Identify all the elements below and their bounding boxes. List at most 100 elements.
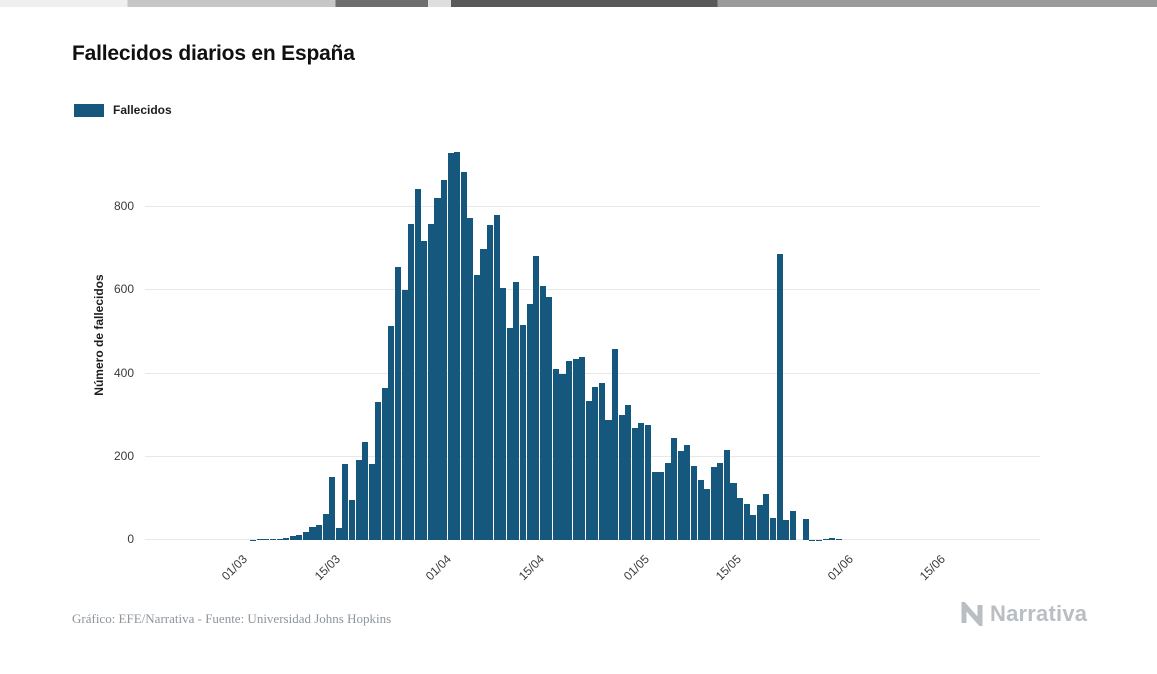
bar[interactable] [283, 537, 290, 540]
bar[interactable] [631, 428, 638, 540]
bar[interactable] [750, 515, 757, 540]
bar[interactable] [644, 425, 652, 540]
plot-area [145, 140, 1040, 540]
bar[interactable] [598, 382, 605, 540]
bar[interactable] [473, 274, 480, 540]
bar[interactable] [605, 420, 612, 540]
bar[interactable] [592, 387, 599, 540]
x-tick-label: 01/03 [219, 552, 251, 584]
bar[interactable] [302, 532, 309, 540]
bar[interactable] [276, 538, 283, 540]
bar[interactable] [355, 459, 362, 540]
bar[interactable] [487, 224, 494, 540]
bar[interactable] [546, 296, 553, 540]
bar[interactable] [421, 241, 428, 540]
bar[interactable] [723, 449, 730, 540]
bar[interactable] [730, 482, 737, 540]
bar[interactable] [671, 438, 678, 540]
bar[interactable] [408, 223, 415, 540]
bar[interactable] [664, 463, 671, 540]
bar[interactable] [533, 256, 540, 540]
bar[interactable] [467, 217, 474, 540]
bar[interactable] [684, 444, 691, 540]
gridline [145, 289, 1040, 291]
bar[interactable] [690, 465, 698, 540]
bar[interactable] [388, 326, 395, 540]
bar[interactable] [835, 539, 842, 540]
bar[interactable] [296, 535, 303, 540]
narrativa-logo-text: Narrativa [990, 601, 1088, 626]
bar[interactable] [526, 304, 533, 540]
bar[interactable] [612, 348, 619, 540]
bar[interactable] [822, 539, 829, 540]
y-tick-label: 600 [113, 282, 134, 297]
bar[interactable] [309, 527, 316, 540]
bar[interactable] [579, 356, 586, 540]
bar[interactable] [362, 442, 369, 540]
bar[interactable] [316, 524, 323, 540]
bar[interactable] [427, 223, 434, 540]
legend-item-fallecidos[interactable]: Fallecidos [74, 103, 172, 117]
bar[interactable] [829, 538, 836, 540]
bar[interactable] [263, 538, 270, 540]
bar[interactable] [342, 463, 349, 540]
bar[interactable] [289, 535, 296, 540]
x-tick-label: 15/03 [311, 552, 343, 584]
bar[interactable] [717, 463, 724, 540]
bar[interactable] [763, 494, 770, 540]
bar[interactable] [335, 527, 342, 540]
bar[interactable] [704, 488, 711, 540]
legend-swatch [74, 103, 104, 117]
bar[interactable] [566, 361, 573, 540]
bar[interactable] [480, 248, 487, 540]
bar[interactable] [269, 539, 277, 540]
bar[interactable] [329, 476, 336, 540]
bar[interactable] [506, 327, 513, 540]
bar[interactable] [414, 188, 421, 540]
bar[interactable] [737, 497, 744, 540]
bar[interactable] [769, 518, 776, 540]
bar[interactable] [697, 480, 704, 540]
bar[interactable] [348, 499, 355, 540]
bar[interactable] [651, 471, 658, 540]
bar[interactable] [677, 451, 684, 540]
bar[interactable] [375, 401, 382, 540]
bar[interactable] [756, 505, 763, 540]
bar[interactable] [559, 373, 566, 540]
narrativa-logo-icon [961, 602, 983, 626]
bar[interactable] [539, 286, 546, 540]
bar[interactable] [585, 400, 592, 540]
top-edge-artifact [0, 0, 1157, 7]
bar[interactable] [552, 369, 559, 540]
bar[interactable] [256, 539, 263, 540]
bars-container [145, 140, 1040, 540]
bar[interactable] [513, 282, 520, 540]
bar[interactable] [743, 503, 750, 540]
bar[interactable] [802, 519, 809, 540]
bar[interactable] [401, 289, 408, 540]
bar[interactable] [460, 172, 467, 540]
bar[interactable] [783, 520, 790, 540]
bar[interactable] [638, 423, 645, 540]
bar[interactable] [710, 466, 717, 540]
bar[interactable] [368, 464, 375, 540]
bar[interactable] [500, 288, 507, 540]
x-tick-label: 01/04 [423, 552, 455, 584]
bar[interactable] [394, 266, 402, 540]
bar[interactable] [454, 152, 461, 540]
bar[interactable] [789, 510, 796, 540]
bar[interactable] [618, 414, 625, 540]
bar[interactable] [519, 324, 527, 540]
bar[interactable] [493, 215, 500, 540]
bar[interactable] [434, 198, 441, 540]
bar[interactable] [322, 513, 329, 540]
bar[interactable] [625, 404, 632, 540]
bar[interactable] [658, 471, 665, 540]
bar[interactable] [572, 358, 579, 540]
bar[interactable] [776, 253, 783, 540]
bar[interactable] [447, 152, 454, 540]
bar[interactable] [441, 180, 448, 540]
bar[interactable] [381, 388, 388, 540]
y-tick-label: 0 [127, 532, 134, 546]
x-tick-label: 15/05 [712, 552, 744, 584]
